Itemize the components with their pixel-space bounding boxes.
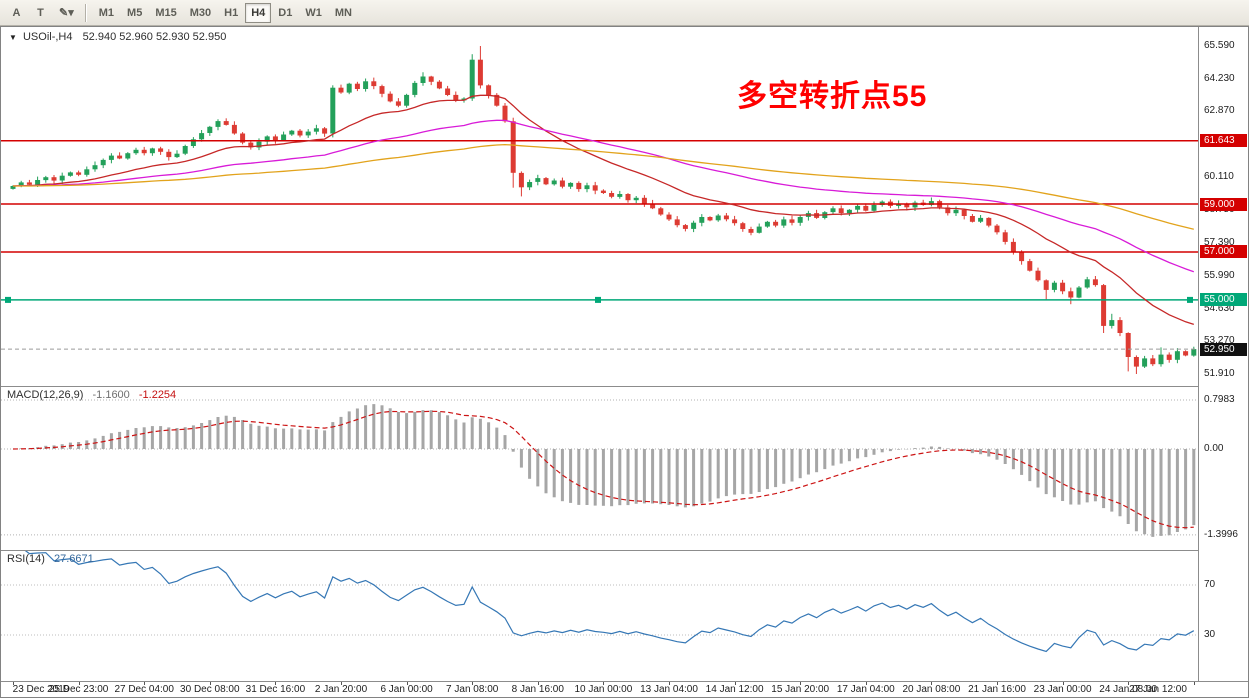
symbol-timeframe-label: USOil-,H4 [22,31,73,43]
macd-signal-value: -1.2254 [138,389,177,401]
timeframe-button-h4[interactable]: H4 [245,2,272,23]
macd-scale-label: 0.00 [1204,443,1224,454]
time-axis-tick [603,682,605,685]
time-axis-tick [406,682,408,685]
rsi-scale-label: 70 [1204,579,1216,590]
symbol-dropdown-icon[interactable]: ▼ [9,33,17,42]
timeframe-button-h1[interactable]: H1 [224,6,239,19]
price-scale-label: 51.910 [1204,368,1235,379]
timeframe-button-d1[interactable]: D1 [278,6,293,19]
timeframe-button-m15[interactable]: M15 [155,6,177,19]
time-axis-tick [341,682,342,685]
price-level-badge: 52.950 [1200,342,1247,356]
price-level-badge: 59.000 [1200,197,1247,211]
time-axis-tick [537,682,539,685]
time-axis-tick [1128,682,1130,685]
price-scale-label: 60.110 [1204,171,1234,183]
toolbar-button-draw-tool[interactable]: ✎▾ [59,7,74,19]
toolbar-separator [84,3,87,22]
time-axis-label: 14 Jan 12:00 [705,684,764,695]
timeframe-button-m5[interactable]: M5 [127,6,143,19]
time-axis-label: 6 Jan 00:00 [380,684,433,695]
time-axis-label: 27 Dec 04:00 [114,684,174,695]
macd-scale-label: 0.7983 [1204,393,1235,405]
time-axis-label: 27 Jan 12:00 [1129,684,1187,695]
time-axis-label: 10 Jan 00:00 [574,684,633,695]
chart-text-annotation[interactable]: 多空转折点55 [737,80,928,113]
chart-title: ▼ USOil-,H4 52.940 52.960 52.930 52.950 [9,31,226,43]
price-scale-label: 65.590 [1204,40,1235,52]
toolbar-button-text-tool[interactable]: T [37,6,44,19]
price-scale-label: 64.230 [1204,72,1235,84]
macd-scale-label: -1.3996 [1204,528,1238,540]
macd-name: MACD(12,26,9) [7,389,84,401]
price-level-badge: 55.000 [1200,293,1247,307]
time-axis-tick [865,682,867,685]
toolbar-button-pointer-tool[interactable]: A [12,6,21,19]
rsi-indicator-canvas[interactable] [1,551,1198,681]
time-axis-scale[interactable]: 23 Dec 2019 25 Dec 23:00 27 Dec 04:00 30 De… [1,681,1248,697]
time-axis-label: 2 Jan 20:00 [314,684,368,695]
time-axis-label: 24 Jan 08:00 [1099,684,1158,695]
time-axis-tick [13,682,14,685]
time-axis-label: 23 Dec 2019 [12,684,70,695]
time-axis-tick [209,682,211,685]
timeframe-button-m30[interactable]: M30 [189,6,212,19]
time-axis-label: 7 Jan 08:00 [446,684,499,695]
pane-separator[interactable] [1,550,1248,551]
time-axis-label: 13 Jan 04:00 [640,684,698,695]
time-axis-tick [800,682,802,685]
rsi-value: 27.6671 [53,553,94,565]
price-scale-label: 57.390 [1204,236,1235,248]
time-axis-label: 23 Jan 00:00 [1033,684,1092,695]
time-axis-label: 30 Dec 08:00 [180,684,240,695]
rsi-label: RSI(14) 27.6671 [7,553,94,565]
macd-indicator-canvas[interactable] [1,387,1198,550]
time-axis-tick [275,682,277,685]
time-axis-tick [1062,682,1064,685]
timeframe-button-m1[interactable]: M1 [98,6,115,19]
time-axis-label: 25 Dec 23:00 [48,684,109,695]
timeframe-button-mn[interactable]: MN [334,6,352,19]
main-price-chart-canvas[interactable] [1,29,1198,386]
time-axis-tick [78,682,80,685]
price-scale-label: 54.630 [1204,302,1235,314]
time-axis-tick [472,682,474,685]
tool-button-group: A T ✎▾ [5,3,81,23]
pane-separator[interactable] [1,386,1248,387]
toolbar: A T ✎▾ M1 M5 M15 M30 H1 H4 D1 W1 MN [0,0,1249,26]
time-axis-tick [997,682,998,685]
timeframe-button-w1[interactable]: W1 [305,6,322,19]
timeframe-button-group: M1 M5 M15 M30 H1 H4 D1 W1 MN [93,2,359,23]
price-scale-label: 53.270 [1204,335,1235,347]
time-axis-label: 15 Jan 20:00 [771,684,830,695]
time-axis-tick [1193,682,1195,685]
macd-label: MACD(12,26,9) -1.1600 -1.2254 [7,389,176,401]
price-axis-scale[interactable]: 65.59064.23062.87060.11058.75057.39055.9… [1198,27,1248,682]
macd-main-value: -1.1600 [92,389,130,401]
rsi-name: RSI(14) [7,553,45,565]
price-level-badge: 61.643 [1200,134,1247,148]
price-level-badge: 57.000 [1200,245,1247,259]
chart-window: ▼ USOil-,H4 52.940 52.960 52.930 52.950 … [0,26,1249,698]
time-axis-tick [931,682,933,685]
time-axis-label: 17 Jan 04:00 [836,684,895,695]
price-scale-label: 62.870 [1204,105,1235,117]
ohlc-values: 52.940 52.960 52.930 52.950 [82,31,227,43]
time-axis-tick [144,682,146,685]
time-axis-label: 31 Dec 16:00 [245,684,306,695]
price-scale-label: 55.990 [1204,270,1235,282]
time-axis-tick [734,682,736,685]
time-axis-label: 21 Jan 16:00 [968,684,1026,695]
time-axis-label: 20 Jan 08:00 [902,684,961,695]
time-axis-tick [669,682,670,685]
rsi-scale-label: 30 [1204,629,1216,640]
time-axis-label: 8 Jan 16:00 [511,684,564,695]
